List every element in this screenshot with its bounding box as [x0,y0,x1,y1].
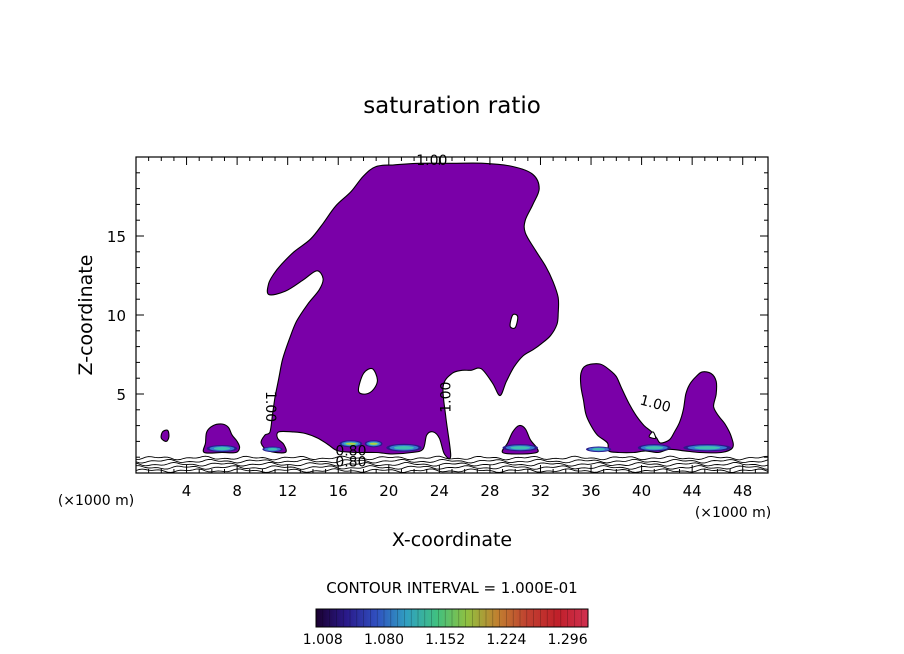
colorbar-tick-label: 1.152 [425,632,465,648]
colorbar-tick-label: 1.080 [364,632,404,648]
colorbar-ticks [322,609,582,627]
chart-title: saturation ratio [363,93,541,119]
x-tick-label: 20 [379,482,398,500]
x-axis-label: X-coordinate [392,529,512,551]
x-tick-label: 36 [581,482,600,500]
colorbar-frame [315,608,589,628]
hotspot-1-inner [267,448,278,451]
hole-18-6 [357,367,378,395]
contour-label-4: 0.80 [335,444,366,460]
contour-label-5: 0.80 [335,455,366,471]
hotspot-3-core [369,442,378,445]
y-axis-label: Z-coordinate [75,255,97,376]
x-tick-label: 40 [632,482,651,500]
hotspot-8-inner [694,446,721,450]
colorbar-tick-label: 1.008 [303,632,343,648]
contour-interval-text: CONTOUR INTERVAL = 1.000E-01 [326,579,577,597]
x-tick-label: 44 [683,482,702,500]
x-tick-label: 4 [182,482,192,500]
colorbar [316,609,588,627]
colorbar-tick-label: 1.296 [548,632,588,648]
region-main-cloud [260,162,560,460]
contour-fills [160,162,734,460]
contour-line-4 [136,455,768,461]
hotspot-7-inner [645,446,664,450]
contour-line-1 [136,465,768,470]
y-axis-ticks: 5 10 15 [107,156,768,474]
x-tick-label: 8 [232,482,242,500]
colorbar-tick-label: 1.224 [486,632,526,648]
contour-label-3: 1.00 [638,393,672,417]
hotspot-6-inner [592,448,606,451]
contour-label-1: 1.00 [262,391,278,422]
hotspot-2-core [345,442,356,445]
contour-label-0: 1.00 [416,153,447,169]
y-tick-label: 15 [107,228,126,246]
y-tick-label: 10 [107,307,126,325]
x-axis-ticks: 4 8 12 16 20 24 28 32 36 40 44 48 [135,157,769,500]
hole-29-9 [509,313,519,329]
x-unit-label-left: (×1000 m) [58,493,134,509]
region-speck-2km [160,429,170,442]
contour-label-2: 1.00 [439,382,455,413]
x-tick-label: 12 [278,482,297,500]
supersaturation-cells [206,440,732,453]
contour-line-3 [136,458,768,464]
region-right-cloud [579,363,734,454]
x-tick-label: 16 [329,482,348,500]
hotspot-4-inner [393,445,414,450]
colorbar-tick-labels: 1.008 1.080 1.152 1.224 1.296 [303,632,588,648]
x-tick-label: 48 [733,482,752,500]
contour-line-2 [136,461,768,467]
hotspot-5-inner [510,446,530,450]
y-tick-label: 5 [116,386,126,404]
x-unit-label-right: (×1000 m) [695,505,771,521]
x-tick-label: 24 [430,482,449,500]
hotspot-0-inner [213,446,231,451]
hole-40-3 [648,431,657,439]
x-tick-label: 32 [531,482,550,500]
x-tick-label: 28 [480,482,499,500]
